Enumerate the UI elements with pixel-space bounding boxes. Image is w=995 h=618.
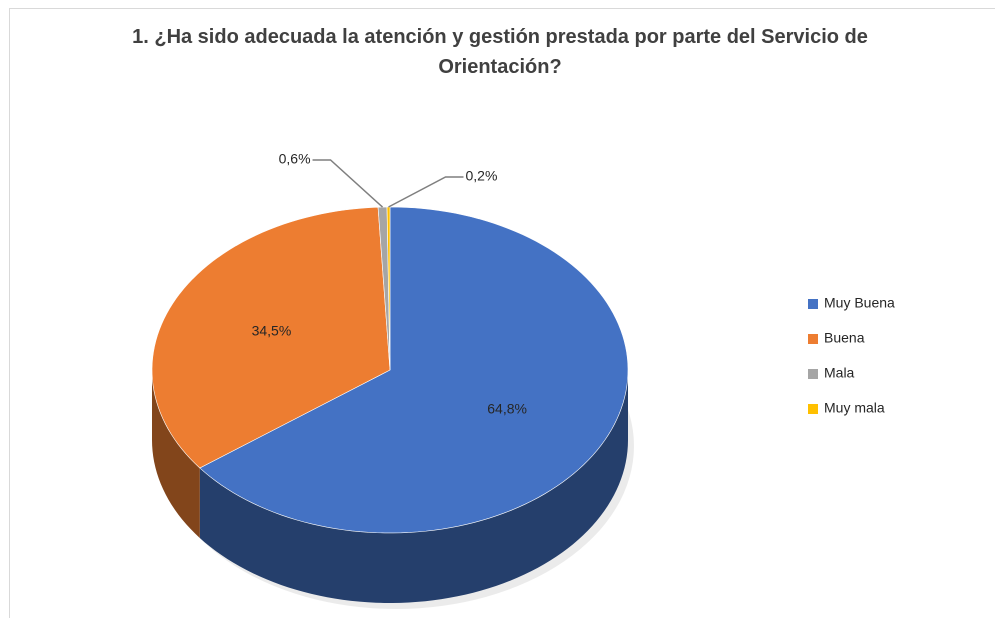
slice-side xyxy=(152,370,200,538)
leader-line xyxy=(312,159,384,208)
chart-title: 1. ¿Ha sido adecuada la atención y gesti… xyxy=(132,26,868,78)
data-label: 64,8% xyxy=(487,401,527,417)
slice xyxy=(199,206,629,534)
chart-border xyxy=(9,8,995,618)
data-label: 0,6% xyxy=(279,151,311,167)
data-label: 0,2% xyxy=(466,168,498,184)
legend-swatch xyxy=(808,404,818,414)
slice xyxy=(151,206,391,469)
data-label: 34,5% xyxy=(252,323,292,339)
legend-swatch xyxy=(808,334,818,344)
leader-line xyxy=(388,176,464,208)
legend-swatch xyxy=(808,299,818,309)
legend-label: Buena xyxy=(824,330,865,346)
legend-label: Muy Buena xyxy=(824,295,895,311)
slice-side xyxy=(199,370,628,603)
legend-label: Mala xyxy=(824,365,855,381)
legend-label: Muy mala xyxy=(824,400,885,416)
legend-swatch xyxy=(808,369,818,379)
